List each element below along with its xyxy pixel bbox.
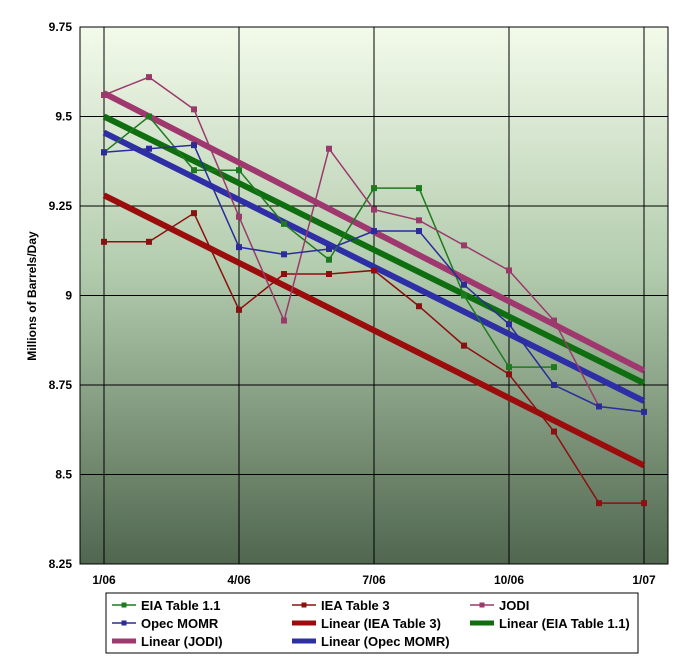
data-point-opec-momr (281, 251, 287, 258)
data-point-opec-momr (596, 403, 602, 410)
legend-label-eia-table-1-1: EIA Table 1.1 (141, 598, 220, 613)
x-tick-label: 1/07 (632, 573, 656, 587)
data-point-eia-table-1-1 (146, 113, 152, 120)
legend: EIA Table 1.1 IEA Table 3 JODI Opec MOMR Lin… (112, 598, 630, 649)
legend-marker-iea-table-3 (301, 602, 307, 608)
data-point-opec-momr (641, 408, 647, 415)
data-point-iea-table-3 (506, 371, 512, 378)
y-tick-label: 8.5 (55, 468, 72, 482)
data-point-opec-momr (236, 244, 242, 251)
data-point-iea-table-3 (461, 342, 467, 349)
data-point-eia-table-1-1 (326, 256, 332, 263)
data-point-jodi (551, 317, 557, 324)
legend-label-linear-eia-table-1-1-: Linear (EIA Table 1.1) (499, 616, 630, 631)
data-point-opec-momr (101, 149, 107, 156)
data-point-eia-table-1-1 (461, 292, 467, 299)
data-point-iea-table-3 (236, 306, 242, 313)
legend-label-iea-table-3: IEA Table 3 (321, 598, 390, 613)
data-point-iea-table-3 (641, 500, 647, 507)
y-tick-label: 9 (65, 289, 72, 303)
y-tick-label: 9.25 (49, 199, 73, 213)
data-point-jodi (326, 145, 332, 152)
legend-label-opec-momr: Opec MOMR (141, 616, 219, 631)
legend-label-jodi: JODI (499, 598, 529, 613)
y-axis-ticks: 8.25 8.5 8.75 9 9.25 9.5 9.75 (49, 20, 73, 571)
data-point-opec-momr (191, 142, 197, 149)
y-tick-label: 8.25 (49, 557, 73, 571)
data-point-eia-table-1-1 (236, 167, 242, 174)
data-point-iea-table-3 (416, 303, 422, 310)
data-point-opec-momr (551, 382, 557, 388)
trendline-linear-eia-table-1-1- (102, 113, 646, 386)
data-point-jodi (236, 213, 242, 220)
data-point-opec-momr (371, 228, 377, 235)
data-point-iea-table-3 (596, 500, 602, 507)
data-point-jodi (146, 74, 152, 81)
legend-marker-eia-table-1-1 (121, 602, 127, 608)
trendline-linear-iea-table-3- (102, 192, 646, 469)
series-lines (101, 74, 647, 507)
y-axis-label: Millions of Barrels/Day (25, 231, 39, 361)
data-point-eia-table-1-1 (506, 364, 512, 371)
gridlines (80, 26, 668, 565)
legend-marker-jodi (479, 602, 485, 608)
data-point-iea-table-3 (551, 428, 557, 435)
data-point-eia-table-1-1 (191, 167, 197, 174)
data-point-eia-table-1-1 (281, 220, 287, 227)
data-point-eia-table-1-1 (551, 364, 557, 371)
data-point-iea-table-3 (281, 271, 287, 278)
data-point-jodi (101, 92, 107, 99)
y-tick-label: 8.75 (49, 378, 73, 392)
legend-box (105, 592, 639, 654)
data-point-opec-momr (506, 321, 512, 328)
x-tick-label: 10/06 (494, 573, 524, 587)
data-point-jodi (416, 217, 422, 224)
legend-label-linear-iea-table-3-: Linear (IEA Table 3) (321, 616, 441, 631)
legend-label-linear-jodi-: Linear (JODI) (141, 634, 223, 649)
data-point-opec-momr (326, 245, 332, 252)
data-point-iea-table-3 (146, 238, 152, 245)
series-line-jodi (103, 76, 600, 407)
data-point-eia-table-1-1 (416, 185, 422, 192)
data-point-iea-table-3 (191, 210, 197, 217)
data-point-iea-table-3 (371, 267, 377, 274)
data-point-iea-table-3 (101, 238, 107, 245)
data-point-opec-momr (416, 228, 422, 235)
x-tick-label: 4/06 (227, 573, 251, 587)
legend-label-linear-opec-momr-: Linear (Opec MOMR) (321, 634, 450, 649)
data-point-jodi (461, 242, 467, 249)
data-point-eia-table-1-1 (371, 185, 377, 192)
data-point-jodi (506, 267, 512, 274)
x-tick-label: 1/06 (92, 573, 116, 587)
data-point-iea-table-3 (326, 271, 332, 278)
y-tick-label: 9.5 (55, 110, 72, 124)
x-axis-ticks: 1/06 4/06 7/06 10/06 1/07 (92, 573, 656, 587)
legend-marker-opec-momr (121, 620, 127, 626)
data-point-opec-momr (146, 145, 152, 152)
x-tick-label: 7/06 (362, 573, 386, 587)
data-point-opec-momr (461, 281, 467, 288)
data-point-jodi (191, 106, 197, 113)
data-point-jodi (281, 317, 287, 324)
trendline-linear-opec-momr- (102, 129, 646, 404)
y-tick-label: 9.75 (49, 20, 73, 34)
data-point-jodi (371, 206, 377, 213)
